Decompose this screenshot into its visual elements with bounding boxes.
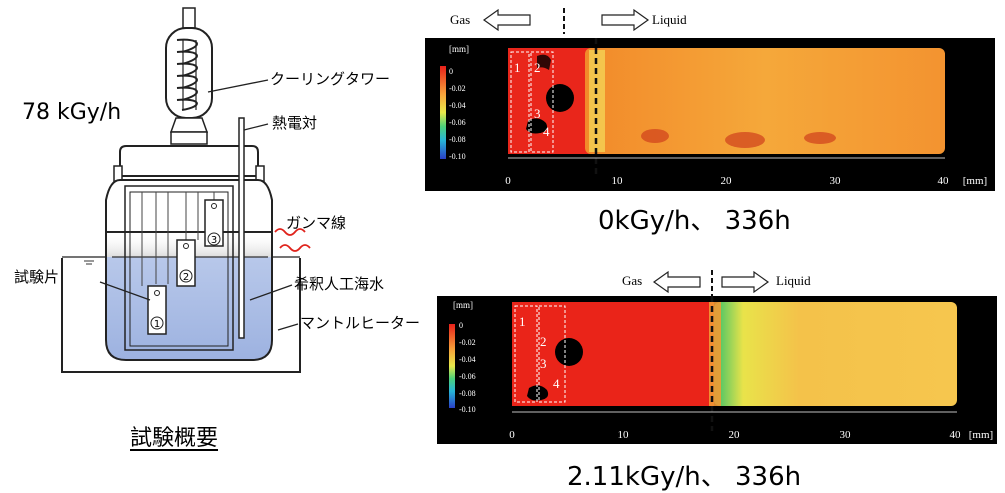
specimen-number-1: 1 bbox=[154, 319, 160, 330]
panel1-cbar-tick: -0.04 bbox=[449, 101, 466, 110]
liquid-arrow-icon bbox=[601, 8, 650, 32]
panel1-corrosion-map: [mm] 0 -0.02 -0.04 -0.06 -0.08 -0.10 1 2… bbox=[425, 38, 995, 191]
panel1-cbar-tick: -0.06 bbox=[449, 118, 466, 127]
panel1-x-unit: [mm] bbox=[963, 175, 987, 187]
gas-arrow-icon bbox=[652, 270, 701, 294]
gamma-ray-icon bbox=[274, 228, 311, 252]
panel2-zone-boxes bbox=[514, 305, 566, 403]
dose-rate-label: 78 kGy/h bbox=[22, 100, 122, 125]
gas-arrow-icon bbox=[482, 8, 531, 32]
mantle-heater-box bbox=[61, 258, 301, 373]
leader-lines bbox=[99, 79, 299, 331]
panel2-x-axis: 0 10 20 30 40 [mm] bbox=[509, 411, 993, 441]
panel2-corrosion-map: [mm] 0 -0.02 -0.04 -0.06 -0.08 -0.10 1 2… bbox=[437, 296, 997, 444]
panel1-gas-label: Gas bbox=[450, 12, 471, 27]
panel1-x-tick: 30 bbox=[830, 175, 842, 187]
panel1-direction-arrows bbox=[482, 8, 650, 34]
vessel-body bbox=[105, 200, 273, 361]
panel1-x-tick: 0 bbox=[505, 175, 511, 187]
vessel-shoulder bbox=[105, 179, 273, 233]
panel2-cbar-tick: -0.06 bbox=[459, 372, 476, 381]
panel1-colorbar-ticks: 0 -0.02 -0.04 -0.06 -0.08 -0.10 bbox=[449, 67, 466, 161]
panel2-liquid-region bbox=[714, 302, 957, 406]
apparatus-diagram: 1 2 3 bbox=[61, 7, 311, 373]
panel2-x-tick: 10 bbox=[618, 429, 630, 441]
panel2-x-tick: 20 bbox=[729, 429, 741, 441]
panel2-caption: 2.11kGy/h、 336h bbox=[567, 462, 802, 492]
specimen-3 bbox=[204, 199, 224, 247]
cooling-tower-label: クーリングタワー bbox=[270, 70, 391, 88]
panel2-hole bbox=[555, 338, 583, 366]
panel1-x-tick: 20 bbox=[721, 175, 733, 187]
panel1-liquid-label: Liquid bbox=[652, 12, 687, 27]
panel1-cbar-tick: -0.02 bbox=[449, 84, 466, 93]
panel2-colorbar-unit: [mm] bbox=[453, 300, 473, 310]
specimen-label: 試験片 bbox=[14, 268, 60, 286]
panel1-caption: 0kGy/h、 336h bbox=[598, 206, 791, 236]
panel1-colorbar-unit: [mm] bbox=[449, 44, 469, 54]
panel1-zone-number: 1 bbox=[514, 60, 521, 75]
panel1-cbar-tick: -0.10 bbox=[449, 152, 466, 161]
panel2-colorbar bbox=[449, 324, 455, 408]
panel1-x-axis: 0 10 20 30 40 [mm] bbox=[505, 157, 987, 187]
seawater-label: 希釈人工海水 bbox=[294, 275, 385, 293]
panel1-liquid-region bbox=[585, 48, 945, 154]
hanging-wires bbox=[141, 192, 215, 286]
mantle-heater-label: マントルヒーター bbox=[300, 314, 421, 332]
panel1-x-tick: 10 bbox=[612, 175, 624, 187]
panel2-x-tick: 30 bbox=[840, 429, 852, 441]
specimen-number-3: 3 bbox=[211, 235, 217, 246]
panel2-colorbar-ticks: 0 -0.02 -0.04 -0.06 -0.08 -0.10 bbox=[459, 321, 476, 414]
panel1-colorbar bbox=[440, 66, 446, 159]
panel2-liquid-label: Liquid bbox=[776, 273, 811, 288]
panel2-cbar-tick: 0 bbox=[459, 321, 463, 330]
panel2-x-tick: 40 bbox=[950, 429, 962, 441]
overview-caption: 試験概要 bbox=[130, 426, 219, 451]
panel2-zone-number: 2 bbox=[540, 334, 547, 349]
panel1-cbar-tick: -0.08 bbox=[449, 135, 466, 144]
vessel-lid bbox=[119, 145, 259, 177]
panel1-zone-number: 4 bbox=[543, 124, 550, 139]
panel1-zone-boxes bbox=[510, 51, 554, 153]
liquid-arrow-icon bbox=[721, 270, 770, 294]
specimen-rack bbox=[124, 185, 234, 351]
panel1-zone-number: 3 bbox=[534, 106, 541, 121]
specimen-1 bbox=[147, 285, 167, 335]
panel1-zone-number: 2 bbox=[534, 60, 541, 75]
panel2-x-unit: [mm] bbox=[969, 429, 993, 441]
panel2-cbar-tick: -0.02 bbox=[459, 338, 476, 347]
specimen-number-2: 2 bbox=[183, 272, 189, 283]
panel2-direction-arrows bbox=[652, 270, 770, 296]
specimen-2 bbox=[176, 239, 196, 287]
panel2-cbar-tick: -0.10 bbox=[459, 405, 476, 414]
panel2-zone-numbers: 1 2 3 4 bbox=[519, 314, 560, 391]
panel2-cbar-tick: -0.04 bbox=[459, 355, 476, 364]
thermocouple-label: 熱電対 bbox=[272, 114, 318, 132]
panel2-gas-label: Gas bbox=[622, 273, 643, 288]
panel2-zone-number: 4 bbox=[553, 376, 560, 391]
gamma-ray-label: ガンマ線 bbox=[286, 214, 347, 232]
panel1-x-tick: 40 bbox=[938, 175, 950, 187]
cooling-tower bbox=[165, 7, 213, 145]
panel2-zone-number: 3 bbox=[540, 356, 547, 371]
panel1-cbar-tick: 0 bbox=[449, 67, 453, 76]
panel2-zone-number: 1 bbox=[519, 314, 526, 329]
panel2-x-tick: 0 bbox=[509, 429, 515, 441]
panel1-hole bbox=[546, 84, 574, 112]
thermocouple-rod bbox=[238, 117, 245, 339]
panel2-cbar-tick: -0.08 bbox=[459, 389, 476, 398]
panel1-zone-numbers: 1 2 3 4 bbox=[514, 60, 550, 139]
panel2-gas-region bbox=[512, 302, 714, 406]
cooling-coil bbox=[176, 38, 198, 111]
